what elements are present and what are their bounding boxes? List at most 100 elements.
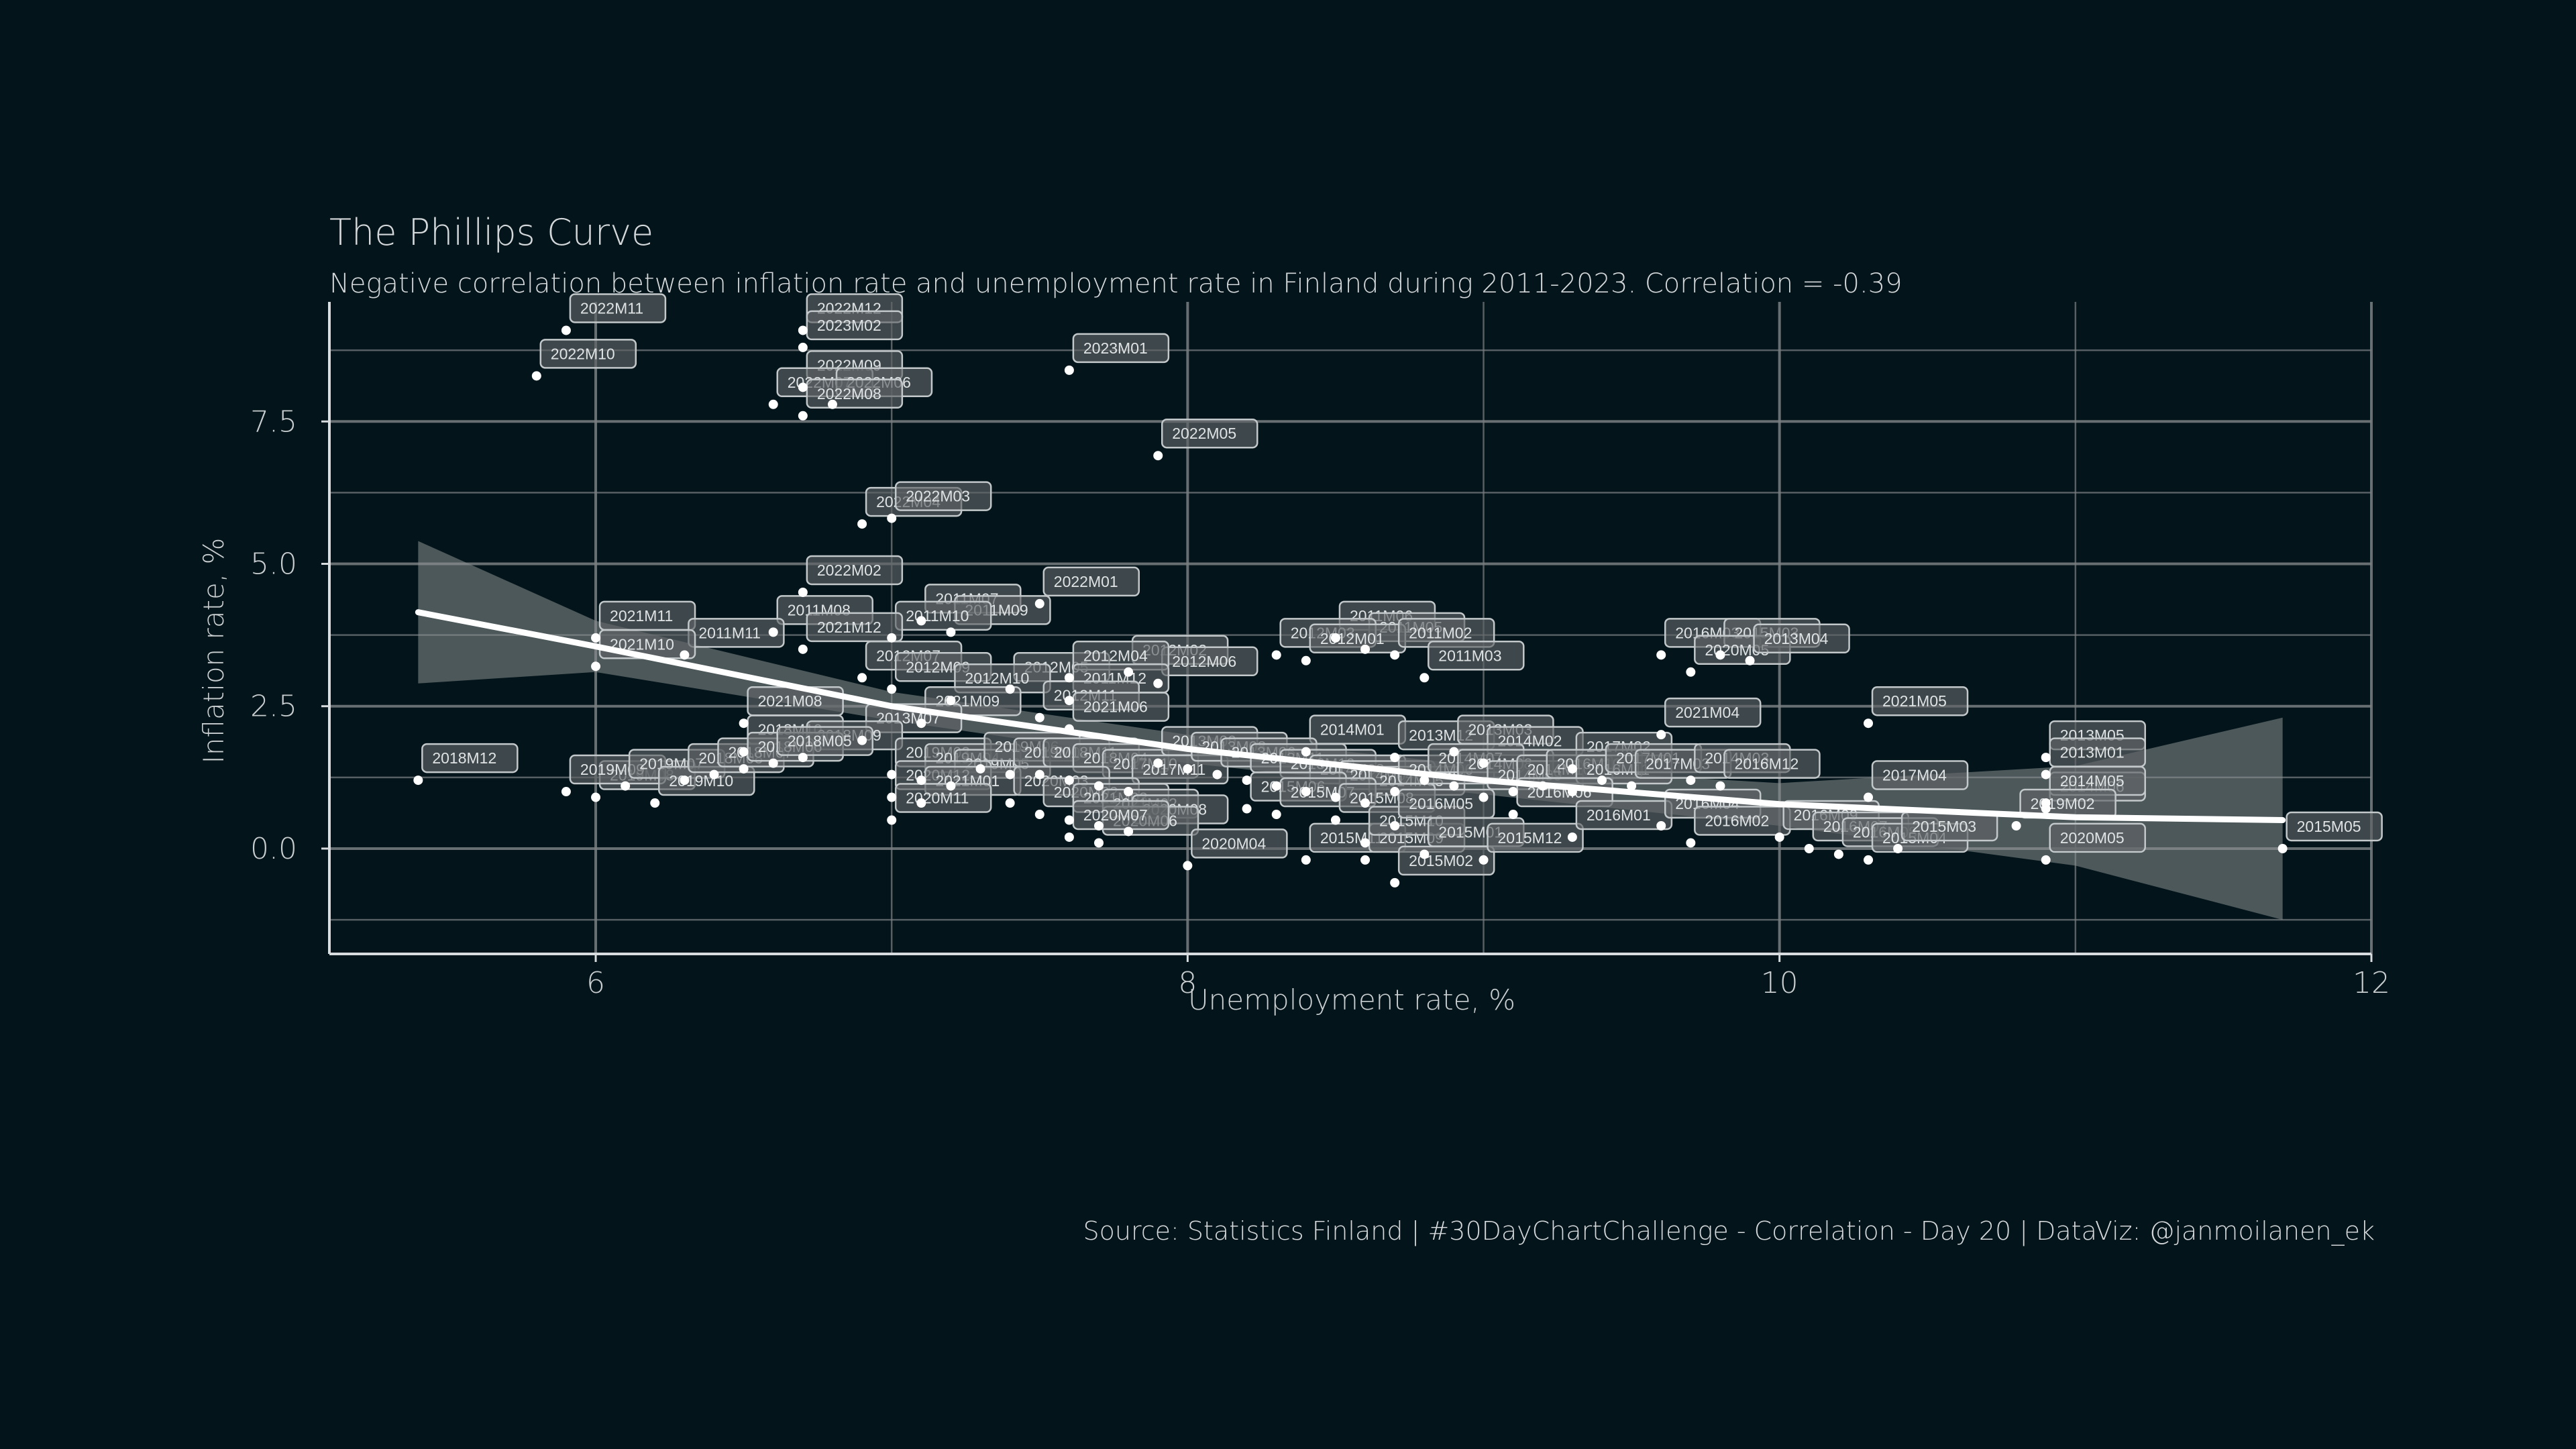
data-point (798, 411, 808, 421)
data-point (1094, 781, 1104, 791)
data-point (798, 342, 808, 352)
point-label-box (1871, 760, 1969, 790)
data-point (1064, 832, 1074, 842)
data-point (709, 769, 719, 780)
data-point (1301, 787, 1311, 797)
point-label: 2022M02 (817, 561, 881, 579)
data-point (1390, 753, 1400, 763)
point-label: 2012M06 (1172, 653, 1236, 670)
data-point (887, 633, 897, 643)
data-point (1124, 826, 1134, 837)
data-point (887, 792, 897, 802)
data-point (1479, 792, 1489, 802)
point-label: 2021M11 (610, 607, 673, 625)
x-tick-label: 8 (1178, 966, 1197, 1000)
point-label: 2012M10 (965, 669, 1029, 687)
data-point (857, 673, 867, 683)
point-label: 2015M03 (1912, 818, 1976, 835)
data-point (1005, 684, 1015, 694)
data-point (1301, 655, 1311, 665)
data-point (1893, 843, 1903, 853)
point-label: 2021M05 (1882, 692, 1947, 710)
data-point (1064, 775, 1074, 786)
point-label: 2011M10 (906, 607, 969, 625)
point-label-box (421, 743, 519, 773)
data-point (1597, 775, 1607, 786)
data-point (798, 325, 808, 335)
x-tick-label: 12 (2353, 966, 2390, 1000)
data-point (1212, 769, 1222, 780)
y-tick-label: 7.5 (250, 405, 297, 439)
data-point (798, 644, 808, 654)
data-point (857, 735, 867, 745)
data-point (1183, 861, 1193, 871)
data-point (1360, 855, 1371, 865)
point-label: 2016M02 (1705, 812, 1769, 829)
chart-title: The Phillips Curve (329, 211, 653, 254)
point-label-box (2049, 822, 2146, 853)
point-label: 2014M05 (2060, 772, 2125, 790)
point-label: 2016M12 (1734, 755, 1799, 773)
point-label: 2022M01 (1054, 573, 1118, 590)
data-point (1715, 781, 1725, 791)
data-point (1508, 810, 1518, 820)
point-label-box (806, 555, 904, 586)
data-point (1271, 810, 1281, 820)
point-label: 2015M02 (1409, 852, 1473, 869)
data-point (2041, 769, 2051, 780)
point-label: 2021M04 (1675, 704, 1739, 721)
data-point (1360, 798, 1371, 808)
point-label: 2022M10 (551, 345, 615, 362)
data-point (946, 627, 956, 637)
data-point (1686, 838, 1696, 848)
data-point (1034, 810, 1044, 820)
data-point (1301, 747, 1311, 757)
data-point (650, 798, 660, 808)
data-point (798, 382, 808, 392)
point-label-box (1487, 822, 1584, 853)
data-point (1538, 781, 1548, 791)
point-label: 2011M02 (1409, 624, 1472, 641)
data-point (1686, 667, 1696, 677)
data-point (916, 775, 926, 786)
data-point (2277, 843, 2288, 853)
data-point (1094, 820, 1104, 830)
data-point (680, 650, 690, 660)
point-label-box (1397, 788, 1495, 819)
point-label: 2016M01 (1587, 806, 1651, 824)
data-point (1419, 849, 1430, 859)
data-point (621, 781, 631, 791)
point-label-box (1871, 686, 1969, 716)
point-label: 2020M11 (906, 790, 969, 807)
data-point (531, 371, 541, 381)
data-point (680, 775, 690, 786)
data-point (1064, 673, 1074, 683)
data-point (1301, 855, 1311, 865)
data-point (1360, 838, 1371, 848)
point-label: 2012M01 (1320, 630, 1385, 647)
point-label: 2023M02 (817, 317, 881, 334)
data-point (2041, 855, 2051, 865)
data-point (739, 764, 749, 774)
point-label-box (1753, 623, 1850, 654)
data-point (1034, 712, 1044, 722)
data-point (1124, 667, 1134, 677)
data-point (1064, 815, 1074, 825)
point-label-box (776, 726, 873, 756)
x-tick-label: 10 (1761, 966, 1799, 1000)
fit-line (415, 609, 2286, 824)
point-label-box (1664, 697, 1762, 728)
point-label: 2015M05 (2297, 818, 2361, 835)
x-axis-label: Unemployment rate, % (1188, 983, 1515, 1016)
data-point (887, 769, 897, 780)
data-point (887, 513, 897, 523)
data-point (561, 787, 571, 797)
point-label: 2016M05 (1409, 795, 1473, 812)
point-label: 2022M03 (906, 488, 970, 505)
point-label: 2011M11 (698, 624, 761, 641)
data-point (561, 325, 571, 335)
point-label: 2019M02 (2031, 795, 2095, 812)
data-point (739, 747, 749, 757)
point-label-box (1161, 418, 1258, 449)
